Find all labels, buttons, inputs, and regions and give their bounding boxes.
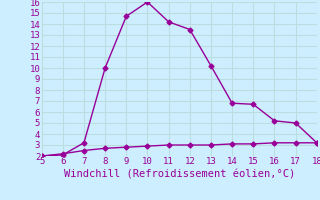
X-axis label: Windchill (Refroidissement éolien,°C): Windchill (Refroidissement éolien,°C) (64, 169, 295, 179)
